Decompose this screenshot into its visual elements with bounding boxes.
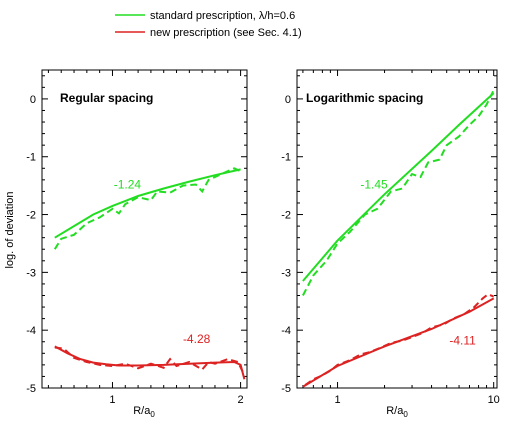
y-tick-label: -1 bbox=[281, 152, 291, 164]
slope-annotation: -4.11 bbox=[449, 334, 476, 348]
slope-annotation: -4.28 bbox=[183, 332, 211, 346]
legend-label-standard: standard prescription, λ/h=0.6 bbox=[150, 10, 295, 22]
y-tick-label: 0 bbox=[30, 94, 36, 106]
x-axis-label: R/a0 bbox=[386, 405, 408, 419]
panel-title: Logarithmic spacing bbox=[306, 91, 423, 105]
y-tick-label: -2 bbox=[26, 210, 36, 222]
panel-regular-spacing: Regular spacing R/a0 0 -1 -2 -3 -4 -5 1 2 -1.24 -… bbox=[26, 69, 248, 419]
legend: standard prescription, λ/h=0.6 new presc… bbox=[115, 10, 302, 39]
panel-logarithmic-spacing: Logarithmic spacing R/a0 0 -1 -2 -3 -4 -5 1 10 -… bbox=[281, 69, 500, 419]
y-axis-label: log. of deviation bbox=[4, 191, 16, 268]
plot-frame bbox=[41, 69, 248, 389]
series-line-green-solid bbox=[54, 168, 241, 239]
x-tick-label: 10 bbox=[488, 394, 500, 406]
legend-label-new: new prescription (see Sec. 4.1) bbox=[150, 27, 302, 39]
series-line-green-solid bbox=[302, 92, 495, 282]
y-tick-label: -1 bbox=[26, 152, 36, 164]
slope-annotation: -1.45 bbox=[360, 178, 388, 192]
series-line-green-dashed bbox=[302, 89, 495, 296]
x-tick-label: 2 bbox=[238, 394, 244, 406]
y-tick-label: -3 bbox=[26, 267, 36, 279]
y-tick-label: -4 bbox=[281, 325, 291, 337]
series-line-red-solid bbox=[54, 345, 246, 380]
y-tick-label: -3 bbox=[281, 267, 291, 279]
x-tick-label: 1 bbox=[334, 394, 340, 406]
x-tick-label: 1 bbox=[109, 394, 115, 406]
y-tick-label: -2 bbox=[281, 210, 291, 222]
x-axis-label: R/a0 bbox=[133, 405, 155, 419]
slope-annotation: -1.24 bbox=[114, 178, 142, 192]
y-tick-label: -5 bbox=[281, 383, 291, 395]
panel-title: Regular spacing bbox=[60, 91, 153, 105]
plot-frame bbox=[296, 69, 498, 389]
y-tick-label: -4 bbox=[26, 325, 36, 337]
y-tick-label: 0 bbox=[285, 94, 291, 106]
series-line-red-dashed bbox=[54, 346, 246, 376]
series-line-green-dashed bbox=[53, 167, 242, 250]
y-tick-label: -5 bbox=[26, 383, 36, 395]
